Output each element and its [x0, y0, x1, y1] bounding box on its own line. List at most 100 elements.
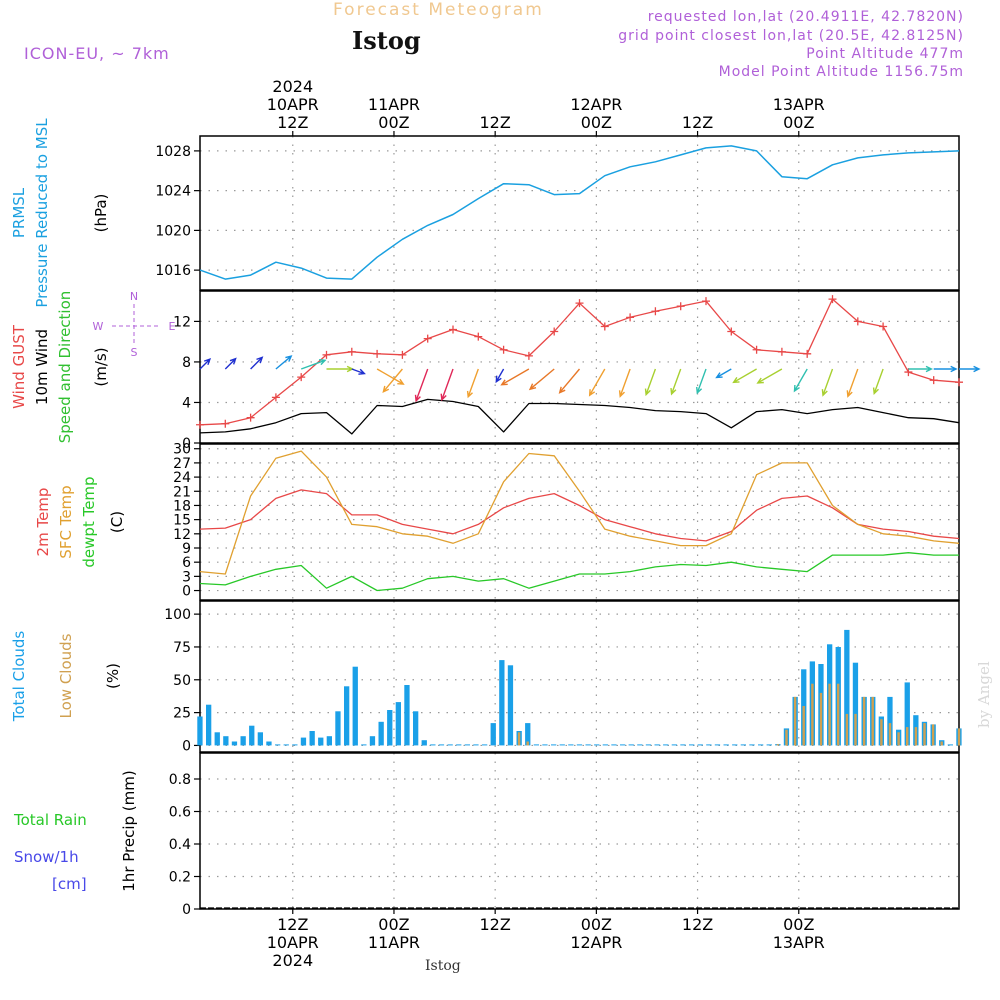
panel-frame [199, 135, 960, 291]
y-axis-label-wind: (m/s) [92, 347, 110, 386]
x-tick-label-bottom: 12Z [682, 915, 713, 934]
total-clouds-bar [602, 744, 608, 746]
series-10m-wind-line [199, 398, 960, 435]
wind-direction-arrow [466, 368, 479, 399]
footer-location: Istog [425, 958, 461, 974]
wind-direction-arrow [670, 368, 682, 396]
total-clouds-bar [551, 744, 557, 746]
wind-direction-arrow [199, 357, 212, 370]
y-tick-label: 0 [182, 584, 191, 600]
wind-direction-arrow [528, 368, 555, 391]
y-tick-label: 15 [173, 513, 191, 529]
gust-marker [879, 322, 888, 331]
series-dewpt-line [199, 552, 959, 592]
total-clouds-bar [326, 736, 332, 746]
y-tick-label: 1020 [155, 223, 191, 239]
wind-direction-arrow [959, 365, 981, 373]
gust-marker [423, 334, 432, 343]
wind-direction-arrow [495, 368, 505, 384]
wind-direction-arrow [872, 368, 884, 396]
side-label-pressure: Pressure Reduced to MSL [33, 118, 51, 308]
low-clouds-bar [526, 741, 529, 746]
wind-direction-arrow [440, 368, 454, 402]
gust-marker [752, 345, 761, 354]
panel-frame [199, 443, 960, 601]
x-tick-label-top: 13APR [773, 95, 825, 114]
y-tick-label: 9 [182, 541, 191, 557]
credit-watermark: by Angel [975, 661, 993, 728]
gust-marker [955, 378, 963, 387]
side-label-dewpt-temp: dewpt Temp [80, 476, 98, 567]
wind-direction-arrow [224, 357, 237, 370]
low-clouds-bar [819, 692, 823, 746]
low-clouds-bar [845, 713, 849, 746]
total-clouds-bar [490, 723, 496, 746]
gust-marker [550, 327, 559, 336]
total-clouds-bar [525, 723, 531, 746]
total-clouds-bar [231, 741, 238, 746]
total-clouds-bar [413, 711, 419, 746]
low-clouds-bar [871, 696, 874, 746]
total-clouds-bar [473, 744, 479, 746]
side-label-direction: Speed and Direction [56, 291, 74, 444]
series-2m-temp-line [199, 489, 960, 542]
wind-direction-arrow [300, 359, 327, 370]
total-clouds-bar [352, 666, 358, 746]
panel-frame [199, 600, 960, 753]
gust-marker [676, 302, 685, 311]
wind-direction-arrow [588, 368, 606, 397]
total-clouds-bar [585, 744, 591, 746]
x-tick-label-top: 12Z [480, 113, 511, 132]
gust-marker [626, 313, 635, 322]
wind-direction-arrow [618, 368, 631, 398]
total-clouds-bar [369, 736, 376, 746]
requested-coords: requested lon,lat (20.4911E, 42.7820N) [647, 9, 964, 25]
y-tick-label: 1016 [155, 263, 191, 279]
wind-direction-arrow [414, 368, 429, 403]
total-clouds-bar [542, 744, 548, 746]
x-tick-label-top: 12Z [682, 113, 713, 132]
low-clouds-bar [811, 683, 814, 746]
total-clouds-bar [749, 744, 755, 746]
x-tick-label-bottom: 13APR [773, 933, 825, 952]
wind-direction-arrow [933, 365, 958, 373]
wind-direction-arrow [696, 368, 707, 395]
y-tick-label: 8 [182, 355, 191, 371]
y-tick-label: 0.8 [169, 772, 191, 788]
compass-n: N [130, 290, 138, 303]
total-clouds-bar [430, 744, 436, 746]
series-sfc-temp-line [199, 450, 960, 575]
low-clouds-bar [776, 744, 780, 746]
wind-direction-arrow [756, 368, 783, 384]
x-tick-label-top: 2024 [272, 77, 313, 96]
y-tick-label: 25 [173, 706, 191, 722]
side-label-prmsl: PRMSL [10, 187, 28, 238]
chart-title: Forecast Meteogram [333, 0, 544, 20]
model-label: ICON-EU, ~ 7km [24, 44, 170, 63]
x-tick-label-bottom: 10APR [267, 933, 319, 952]
gust-marker [196, 420, 204, 429]
low-clouds-bar [931, 724, 935, 746]
side-label-wind: 10m Wind [33, 329, 51, 405]
compass-s: S [131, 346, 138, 359]
side-label-total-rain: Total Rain [13, 811, 87, 829]
model-altitude: Model Point Altitude 1156.75m [718, 64, 964, 80]
low-clouds-bar [888, 723, 892, 746]
total-clouds-bar [714, 744, 721, 746]
wind-direction-arrow [846, 368, 859, 398]
gust-marker [727, 327, 736, 336]
gust-marker [853, 317, 862, 326]
gust-marker [803, 349, 812, 358]
gust-marker [600, 322, 609, 331]
total-clouds-bar [499, 660, 505, 746]
panel-frame [199, 290, 960, 444]
low-clouds-bar [957, 728, 961, 746]
total-clouds-bar [645, 744, 652, 746]
low-clouds-bar [897, 732, 900, 746]
side-label-total-clouds: Total Clouds [10, 631, 28, 723]
wind-direction-arrow [500, 368, 530, 386]
y-tick-label: 100 [164, 607, 191, 623]
total-clouds-bar [904, 682, 910, 746]
gust-marker [651, 307, 660, 316]
low-clouds-bar [923, 723, 926, 746]
